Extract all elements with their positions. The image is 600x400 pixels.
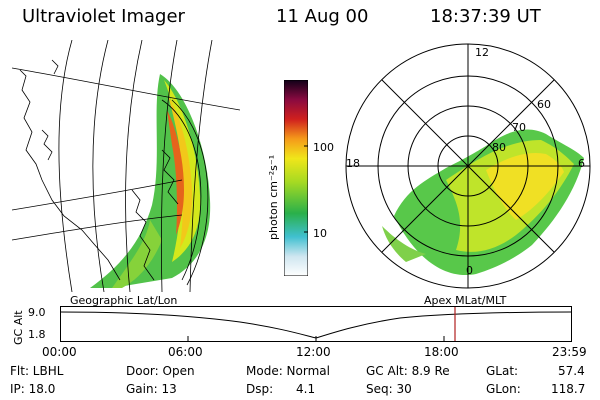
orbit-altitude-timeline bbox=[60, 306, 572, 342]
colorbar-tick-100: 100 bbox=[313, 141, 334, 154]
timeline-ytick-1-8: 1.8 bbox=[28, 328, 46, 341]
mlt-label-6: 6 bbox=[578, 157, 585, 170]
geographic-map-panel bbox=[12, 40, 240, 292]
info-mode: Mode: Normal bbox=[246, 364, 330, 378]
polar-grid-spokes bbox=[346, 44, 590, 288]
mlat-label-80: 80 bbox=[492, 141, 506, 154]
timeline-axis-label: GC Alt bbox=[12, 310, 25, 345]
info-seq: Seq: 30 bbox=[366, 382, 412, 396]
aurora-emission-geo bbox=[90, 74, 211, 288]
info-glon-label: GLon: bbox=[486, 382, 521, 396]
timeline-xtick-1200: 12:00 bbox=[296, 345, 331, 359]
mlt-label-0: 0 bbox=[466, 264, 473, 277]
colorbar-unit-label: photon cm⁻²s⁻¹ bbox=[267, 154, 280, 240]
info-glat-label: GLat: bbox=[486, 364, 519, 378]
info-dsp: Dsp: 4.1 bbox=[246, 382, 316, 396]
info-ip: IP: 18.0 bbox=[10, 382, 56, 396]
coastlines bbox=[19, 59, 179, 281]
colorbar bbox=[284, 80, 308, 276]
timeline-xtick-2359: 23:59 bbox=[552, 345, 587, 359]
geographic-panel-label: Geographic Lat/Lon bbox=[70, 294, 178, 307]
mlt-label-12: 12 bbox=[475, 46, 489, 59]
geo-grid-lines bbox=[12, 40, 240, 292]
info-filter: Flt: LBHL bbox=[10, 364, 64, 378]
info-door: Door: Open bbox=[126, 364, 195, 378]
info-gain: Gain: 13 bbox=[126, 382, 177, 396]
info-glat-value: 57.4 bbox=[558, 364, 585, 378]
colorbar-tick-10: 10 bbox=[313, 227, 327, 240]
info-glon-value: 118.7 bbox=[551, 382, 586, 396]
instrument-title: Ultraviolet Imager bbox=[22, 6, 185, 27]
polar-mlat-mlt-panel bbox=[345, 43, 591, 289]
mlat-label-60: 60 bbox=[537, 98, 551, 111]
mlat-label-70: 70 bbox=[512, 121, 526, 134]
info-gc-alt: GC Alt: 8.9 Re bbox=[366, 364, 450, 378]
apex-panel-label: Apex MLat/MLT bbox=[424, 294, 507, 307]
mlt-label-18: 18 bbox=[346, 157, 360, 170]
time-label: 18:37:39 UT bbox=[430, 6, 541, 27]
timeline-ytick-9: 9.0 bbox=[28, 306, 46, 319]
timeline-xtick-0600: 06:00 bbox=[168, 345, 203, 359]
timeline-xtick-0000: 00:00 bbox=[42, 345, 77, 359]
timeline-xtick-1800: 18:00 bbox=[424, 345, 459, 359]
date-label: 11 Aug 00 bbox=[276, 6, 369, 27]
